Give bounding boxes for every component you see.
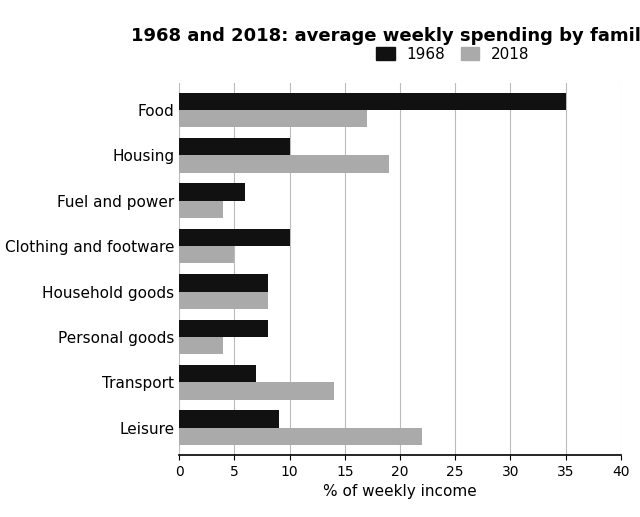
X-axis label: % of weekly income: % of weekly income [323,484,477,499]
Bar [179,292,268,309]
Bar [179,410,278,428]
Title: 1968 and 2018: average weekly spending by families: 1968 and 2018: average weekly spending b… [131,27,640,45]
Bar [179,184,246,201]
Bar [179,428,422,445]
Bar [179,337,223,354]
Legend: 1968, 2018: 1968, 2018 [372,42,534,66]
Bar [179,201,223,218]
Bar [179,138,290,155]
Bar [179,155,389,173]
Bar [179,320,268,337]
Bar [179,246,234,263]
Bar [179,383,334,400]
Bar [179,110,367,127]
Bar [179,93,566,110]
Bar [179,275,268,292]
Bar [179,365,257,383]
Bar [179,229,290,246]
